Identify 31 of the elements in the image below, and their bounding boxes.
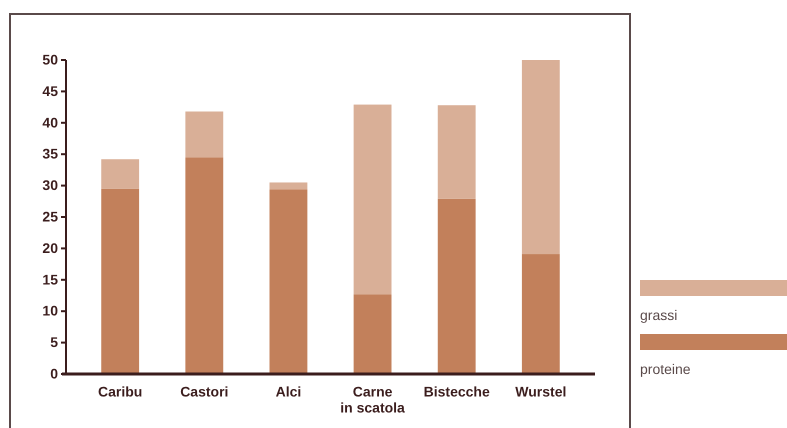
bar (101, 188, 140, 374)
y-tick-label: 30 (42, 177, 58, 194)
x-tick-label: Carne in scatola (340, 384, 406, 416)
y-tick-label: 10 (42, 302, 58, 319)
bar (101, 159, 140, 189)
bar (270, 182, 308, 190)
y-tick-label: 0 (50, 365, 58, 382)
bar (438, 198, 476, 374)
text: proteine (640, 361, 691, 377)
y-tick-label: 20 (42, 240, 58, 256)
bar (354, 294, 392, 374)
text: grassi (640, 307, 678, 323)
x-tick-label: Alci (276, 384, 302, 400)
x-tick-label: Wurstel (515, 384, 566, 400)
y-tick-label: 50 (42, 51, 58, 68)
y-tick-label: 25 (42, 208, 58, 224)
bar (270, 189, 308, 374)
bar (354, 104, 392, 294)
y-tick-label: 35 (42, 146, 58, 162)
bar (185, 157, 224, 374)
y-tick-label: 15 (42, 271, 58, 288)
bar (522, 60, 560, 254)
x-tick-label: Bistecche (424, 384, 490, 400)
bar (185, 111, 224, 158)
y-tick-label: 5 (50, 334, 58, 350)
bar (438, 105, 476, 199)
y-tick-label: 45 (42, 82, 58, 99)
y-tick-label: 40 (42, 114, 58, 130)
x-tick-label: Caribu (98, 384, 142, 400)
x-tick-label: Castori (180, 384, 228, 400)
bar (522, 254, 560, 374)
